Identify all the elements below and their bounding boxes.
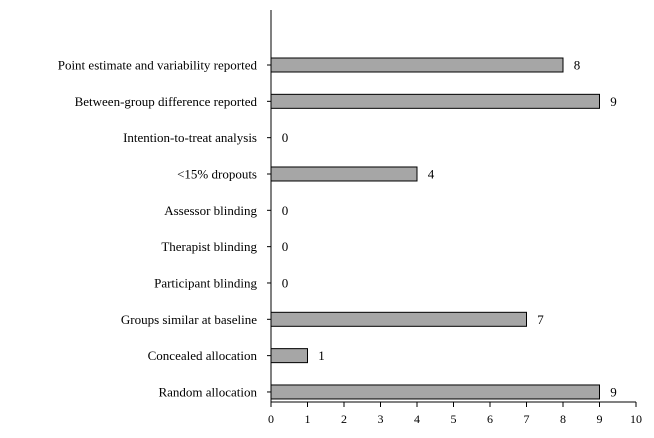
category-label: Point estimate and variability reported bbox=[58, 58, 258, 73]
axes bbox=[267, 10, 637, 407]
x-tick-label: 10 bbox=[630, 412, 642, 426]
category-label: Random allocation bbox=[158, 384, 257, 399]
bar bbox=[270, 348, 308, 364]
category-label: Participant blinding bbox=[154, 275, 257, 290]
bar-value-label: 9 bbox=[610, 94, 617, 109]
category-label: <15% dropouts bbox=[177, 166, 257, 181]
bar-value-label: 0 bbox=[282, 239, 289, 254]
bar bbox=[270, 93, 600, 109]
category-label: Assessor blinding bbox=[164, 203, 257, 218]
x-tick-label: 2 bbox=[341, 412, 347, 426]
x-tick-label: 5 bbox=[451, 412, 457, 426]
category-label: Therapist blinding bbox=[161, 239, 257, 254]
bar bbox=[270, 57, 564, 73]
x-tick-label: 6 bbox=[487, 412, 493, 426]
x-tick-label: 0 bbox=[268, 412, 274, 426]
bar-value-label: 1 bbox=[318, 348, 325, 363]
x-tick-label: 1 bbox=[305, 412, 311, 426]
x-tick-label: 7 bbox=[524, 412, 530, 426]
bar bbox=[270, 166, 418, 182]
bars bbox=[270, 57, 600, 400]
bar-value-label: 0 bbox=[282, 203, 289, 218]
bar-value-label: 4 bbox=[428, 166, 435, 181]
bar bbox=[270, 384, 600, 400]
category-label: Concealed allocation bbox=[148, 348, 258, 363]
category-label: Between-group difference reported bbox=[75, 94, 258, 109]
bar-value-label: 8 bbox=[574, 58, 581, 73]
bar-value-label: 9 bbox=[610, 384, 617, 399]
bar-value-label: 0 bbox=[282, 130, 289, 145]
category-label: Groups similar at baseline bbox=[121, 312, 257, 327]
bar bbox=[270, 311, 527, 327]
category-label: Intention-to-treat analysis bbox=[123, 130, 257, 145]
x-tick-label: 8 bbox=[560, 412, 566, 426]
x-tick-label: 4 bbox=[414, 412, 420, 426]
bar-value-label: 7 bbox=[537, 312, 544, 327]
bar-value-label: 0 bbox=[282, 275, 289, 290]
x-tick-label: 3 bbox=[378, 412, 384, 426]
x-tick-label: 9 bbox=[597, 412, 603, 426]
